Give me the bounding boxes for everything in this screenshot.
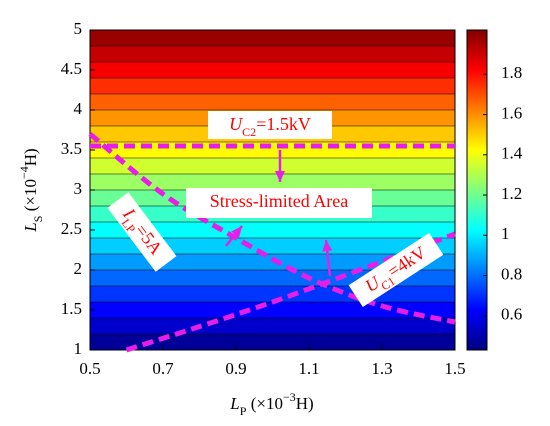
label-box [348,232,444,308]
arrow-head [275,171,285,182]
colorbar-tick-label: 1.6 [501,103,522,122]
line-label: ILP=5A [107,192,177,272]
annotation-box [186,188,372,218]
y-tick-label: 5 [74,19,83,38]
rich-text: LS (×10−4H) [17,148,45,232]
text-part: L [21,222,40,232]
contour-band [90,254,455,270]
x-tick-label: 1.1 [298,359,319,378]
contour-band [90,222,455,238]
contour-band [90,46,455,62]
colorbar-tick-label: 0.8 [501,264,522,283]
text-part: C1 [378,274,397,293]
y-tick-label: 2 [74,259,83,278]
contour-band [90,238,455,254]
label-box [208,111,332,139]
y-tick-label: 3 [74,179,83,198]
colorbar-tick-label: 1.8 [501,63,522,82]
text-part: H) [21,148,40,166]
contour-band [90,158,455,174]
y-tick-label: 2.5 [61,219,82,238]
y-tick-label: 3.5 [61,139,82,158]
x-tick-label: 1.5 [444,359,465,378]
text-part: (×10 [246,394,283,413]
text-part: L [229,394,239,413]
text-part: P [240,404,247,418]
text-part: (×10 [21,179,40,216]
arrow-head [231,226,242,238]
colorbar-tick-label: 1.4 [501,144,523,163]
contour-band [90,78,455,94]
x-tick-label: 0.5 [79,359,100,378]
line-label: UC1=4kV [348,232,444,308]
contour-band [90,318,455,334]
x-tick-label: 0.7 [152,359,174,378]
text-part: U [229,114,243,134]
x-tick-label: 1.3 [371,359,392,378]
x-tick-label: 0.9 [225,359,246,378]
colorbar-tick-label: 1 [501,224,510,243]
arrow-head [322,240,333,252]
rich-text: UC2=1.5kV [229,114,311,139]
colorbar [466,29,488,351]
line-label: UC2=1.5kV [208,111,332,139]
contour-band [90,94,455,110]
label-box [107,192,177,272]
y-tick-label: 1.5 [61,299,82,318]
text-part: H) [296,394,314,413]
contour-band [90,334,455,350]
y-tick-label: 1 [74,339,83,358]
contour-band [90,30,455,46]
colorbar-tick-label: 0.6 [501,305,522,324]
colorbar-tick-label: 1.2 [501,184,522,203]
text-part: C2 [242,125,256,139]
text-part: −4 [17,166,31,179]
rich-text: LP (×10−3H) [229,390,313,418]
contour-band [90,174,455,190]
y-tick-label: 4 [74,99,83,118]
annotation: Stress-limited Area [210,191,348,211]
text-part: =1.5kV [256,114,311,134]
limit-line [88,132,456,325]
y-tick-label: 4.5 [61,59,82,78]
contour-band [90,62,455,78]
limit-line [125,231,456,353]
text-part: S [31,216,45,223]
text-part: −3 [283,390,296,404]
